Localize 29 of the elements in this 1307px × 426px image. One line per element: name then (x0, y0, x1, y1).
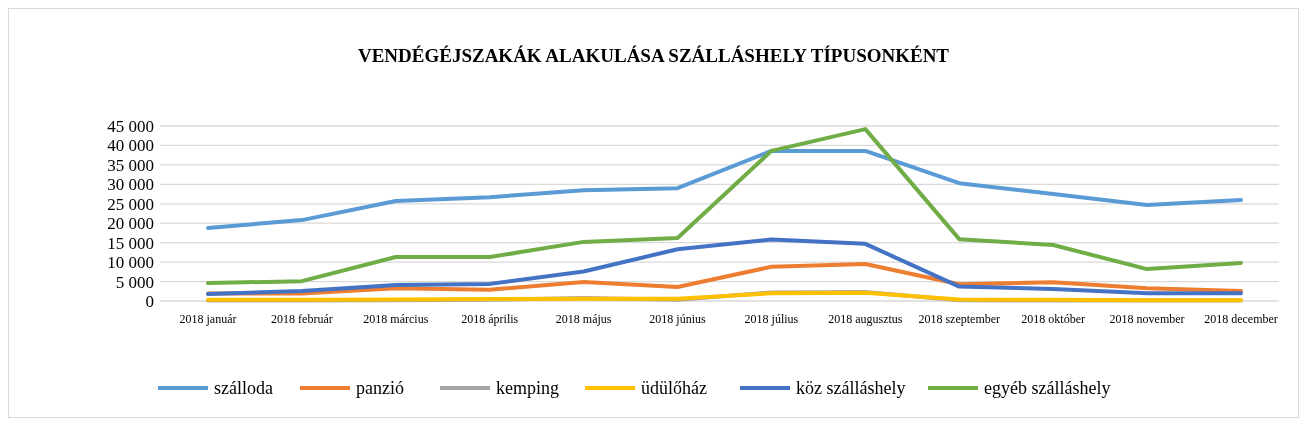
x-tick-label: 2018 november (1109, 312, 1185, 326)
x-tick-label: 2018 szeptember (918, 312, 1001, 326)
x-tick-label: 2018 január (179, 312, 237, 326)
y-tick-label: 20 000 (107, 214, 154, 234)
legend-label: egyéb szálláshely (984, 378, 1111, 399)
x-tick-label: 2018 május (555, 312, 612, 326)
legend-label: köz szálláshely (796, 378, 906, 399)
x-tick-label: 2018 augusztus (828, 312, 903, 326)
x-tick-label: 2018 március (363, 312, 429, 326)
y-tick-label: 5 000 (115, 272, 154, 292)
y-tick-label: 45 000 (107, 116, 154, 136)
y-tick-label: 35 000 (107, 155, 154, 175)
y-tick-label: 30 000 (107, 175, 154, 195)
legend-label: üdülőház (641, 378, 707, 399)
x-tick-label: 2018 április (461, 312, 519, 326)
y-tick-label: 40 000 (107, 136, 154, 156)
x-tick-label: 2018 július (744, 312, 799, 326)
y-tick-label: 25 000 (107, 194, 154, 214)
x-tick-label: 2018 február (271, 312, 333, 326)
x-tick-label: 2018 október (1021, 312, 1086, 326)
y-tick-label: 10 000 (107, 253, 154, 273)
legend-label: szálloda (214, 378, 273, 399)
x-tick-label: 2018 december (1204, 312, 1278, 326)
y-tick-label: 15 000 (107, 233, 154, 253)
legend-label: kemping (496, 378, 559, 399)
y-tick-label: 0 (145, 291, 154, 311)
x-tick-label: 2018 június (649, 312, 707, 326)
chart-title: VENDÉGÉJSZAKÁK ALAKULÁSA SZÁLLÁSHELY TÍPUSONKÉNT (357, 45, 950, 66)
legend-label: panzió (356, 378, 404, 399)
